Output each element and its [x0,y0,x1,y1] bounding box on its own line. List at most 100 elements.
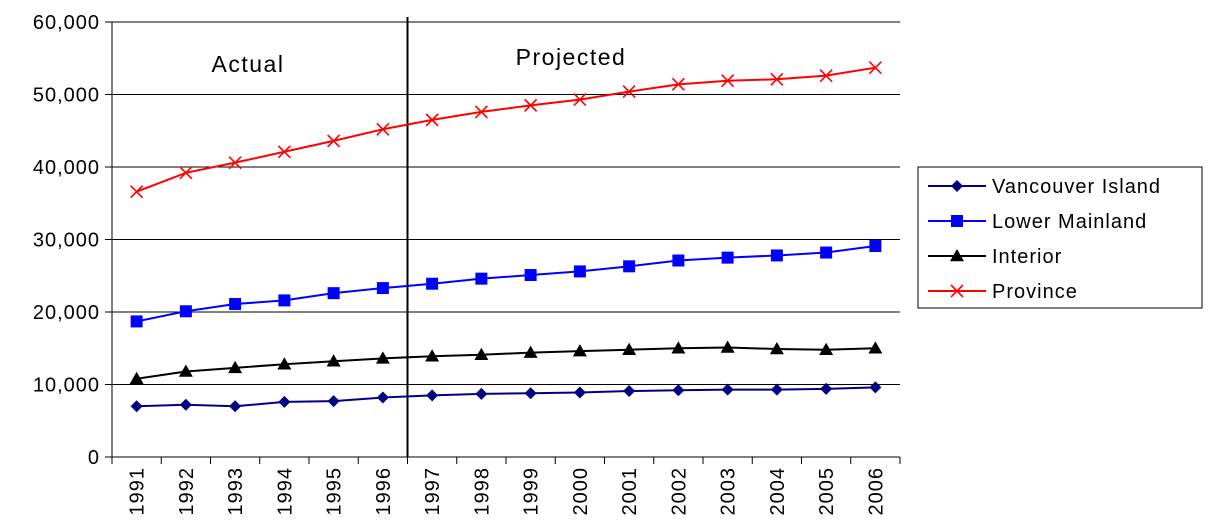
legend: Vancouver Island Lower Mainland Interior Pr… [917,166,1203,309]
marker-x [474,105,488,119]
marker-square [426,277,439,290]
marker-x [721,74,735,88]
x-tick-label: 1999 [521,467,543,516]
marker-x [228,156,242,170]
marker-diamond [327,395,340,408]
marker-diamond [951,180,963,192]
x-tick-label: 1992 [176,467,198,516]
marker-x [671,77,685,91]
marker-diamond [475,387,488,400]
marker-square [951,215,963,227]
x-tick-label: 2005 [816,467,838,516]
marker-x-stroke [819,69,833,83]
marker-square [376,282,389,295]
marker-x-stroke [228,156,242,170]
marker-diamond [721,383,734,396]
y-tick-label: 60,000 [33,12,100,34]
series-line [136,346,876,380]
marker-square [869,240,882,253]
series-line [136,66,876,193]
marker-diamond [229,400,242,413]
marker-x [868,61,882,75]
marker-triangle [671,341,686,354]
marker-x [277,145,291,159]
marker-x [425,113,439,127]
marker-triangle [277,357,292,370]
marker-triangle [375,351,390,364]
marker-triangle [129,371,144,384]
marker-diamond [672,384,685,397]
legend-entry: Interior [928,246,1061,268]
marker-diamond [179,398,192,411]
legend-label: Province [992,281,1078,303]
marker-square [229,298,242,311]
marker-x [130,185,144,199]
marker-diamond [820,382,833,395]
marker-x [622,85,636,99]
x-tick-label: 2003 [718,467,740,516]
marker-x-stroke [671,77,685,91]
marker-x [179,166,193,180]
marker-square [130,315,143,328]
y-tick-label: 10,000 [33,375,100,397]
series-lower-mainland [130,240,882,328]
series-line [136,386,876,408]
x-tick-label: 2000 [570,467,592,516]
marker-diamond [623,385,636,398]
marker-x-stroke [721,74,735,88]
legend-label: Lower Mainland [992,211,1147,233]
marker-diamond [869,381,882,394]
marker-triangle [228,360,243,374]
marker-triangle [720,340,735,353]
marker-diamond [130,400,143,413]
y-tick-label: 0 [88,447,100,469]
marker-square [524,269,537,282]
phase-labels: Actual Projected [212,44,627,77]
marker-x-stroke [474,105,488,119]
marker-x [327,134,341,148]
marker-square [179,305,192,318]
marker-diamond [376,391,389,404]
marker-square [672,254,685,267]
series-interior [129,340,883,384]
x-tick-label: 1993 [225,467,247,516]
marker-diamond [573,386,586,399]
x-axis-tick-labels: 1991 1992 1993 1994 1995 1996 1997 1998 1999 2000… [127,467,888,516]
x-tick-label: 2006 [865,467,887,516]
legend-entry: Province [928,281,1078,303]
marker-triangle [819,342,834,355]
axes [105,21,901,464]
marker-x-stroke [179,166,193,180]
marker-square [475,272,488,285]
marker-triangle [523,345,538,358]
legend-entry: Vancouver Island [928,176,1161,198]
legend-box [917,166,1203,309]
x-tick-label: 1998 [471,467,493,516]
marker-square [573,265,586,278]
legend-label: Vancouver Island [992,176,1161,198]
y-tick-label: 40,000 [33,157,100,179]
legend-entry: Lower Mainland [928,211,1147,233]
marker-x [376,122,390,136]
marker-diamond [426,389,439,402]
y-tick-label: 30,000 [33,230,100,252]
marker-triangle [868,341,883,354]
marker-x [950,284,964,298]
x-tick-label: 1996 [373,467,395,516]
marker-square [770,249,783,262]
marker-triangle [572,344,587,357]
y-axis-tick-labels: 0 10,000 20,000 30,000 40,000 50,000 60,000 [33,12,100,469]
marker-x-stroke [277,145,291,159]
marker-diamond [524,387,537,400]
projected-label: Projected [516,44,627,70]
marker-x-stroke [130,185,144,199]
marker-square [623,260,636,273]
marker-square [278,294,291,307]
marker-x-stroke [327,134,341,148]
x-tick-label: 2001 [619,467,641,516]
x-tick-label: 1997 [422,467,444,516]
marker-x-stroke [573,93,587,107]
marker-x-stroke [425,113,439,127]
marker-triangle [950,249,964,262]
